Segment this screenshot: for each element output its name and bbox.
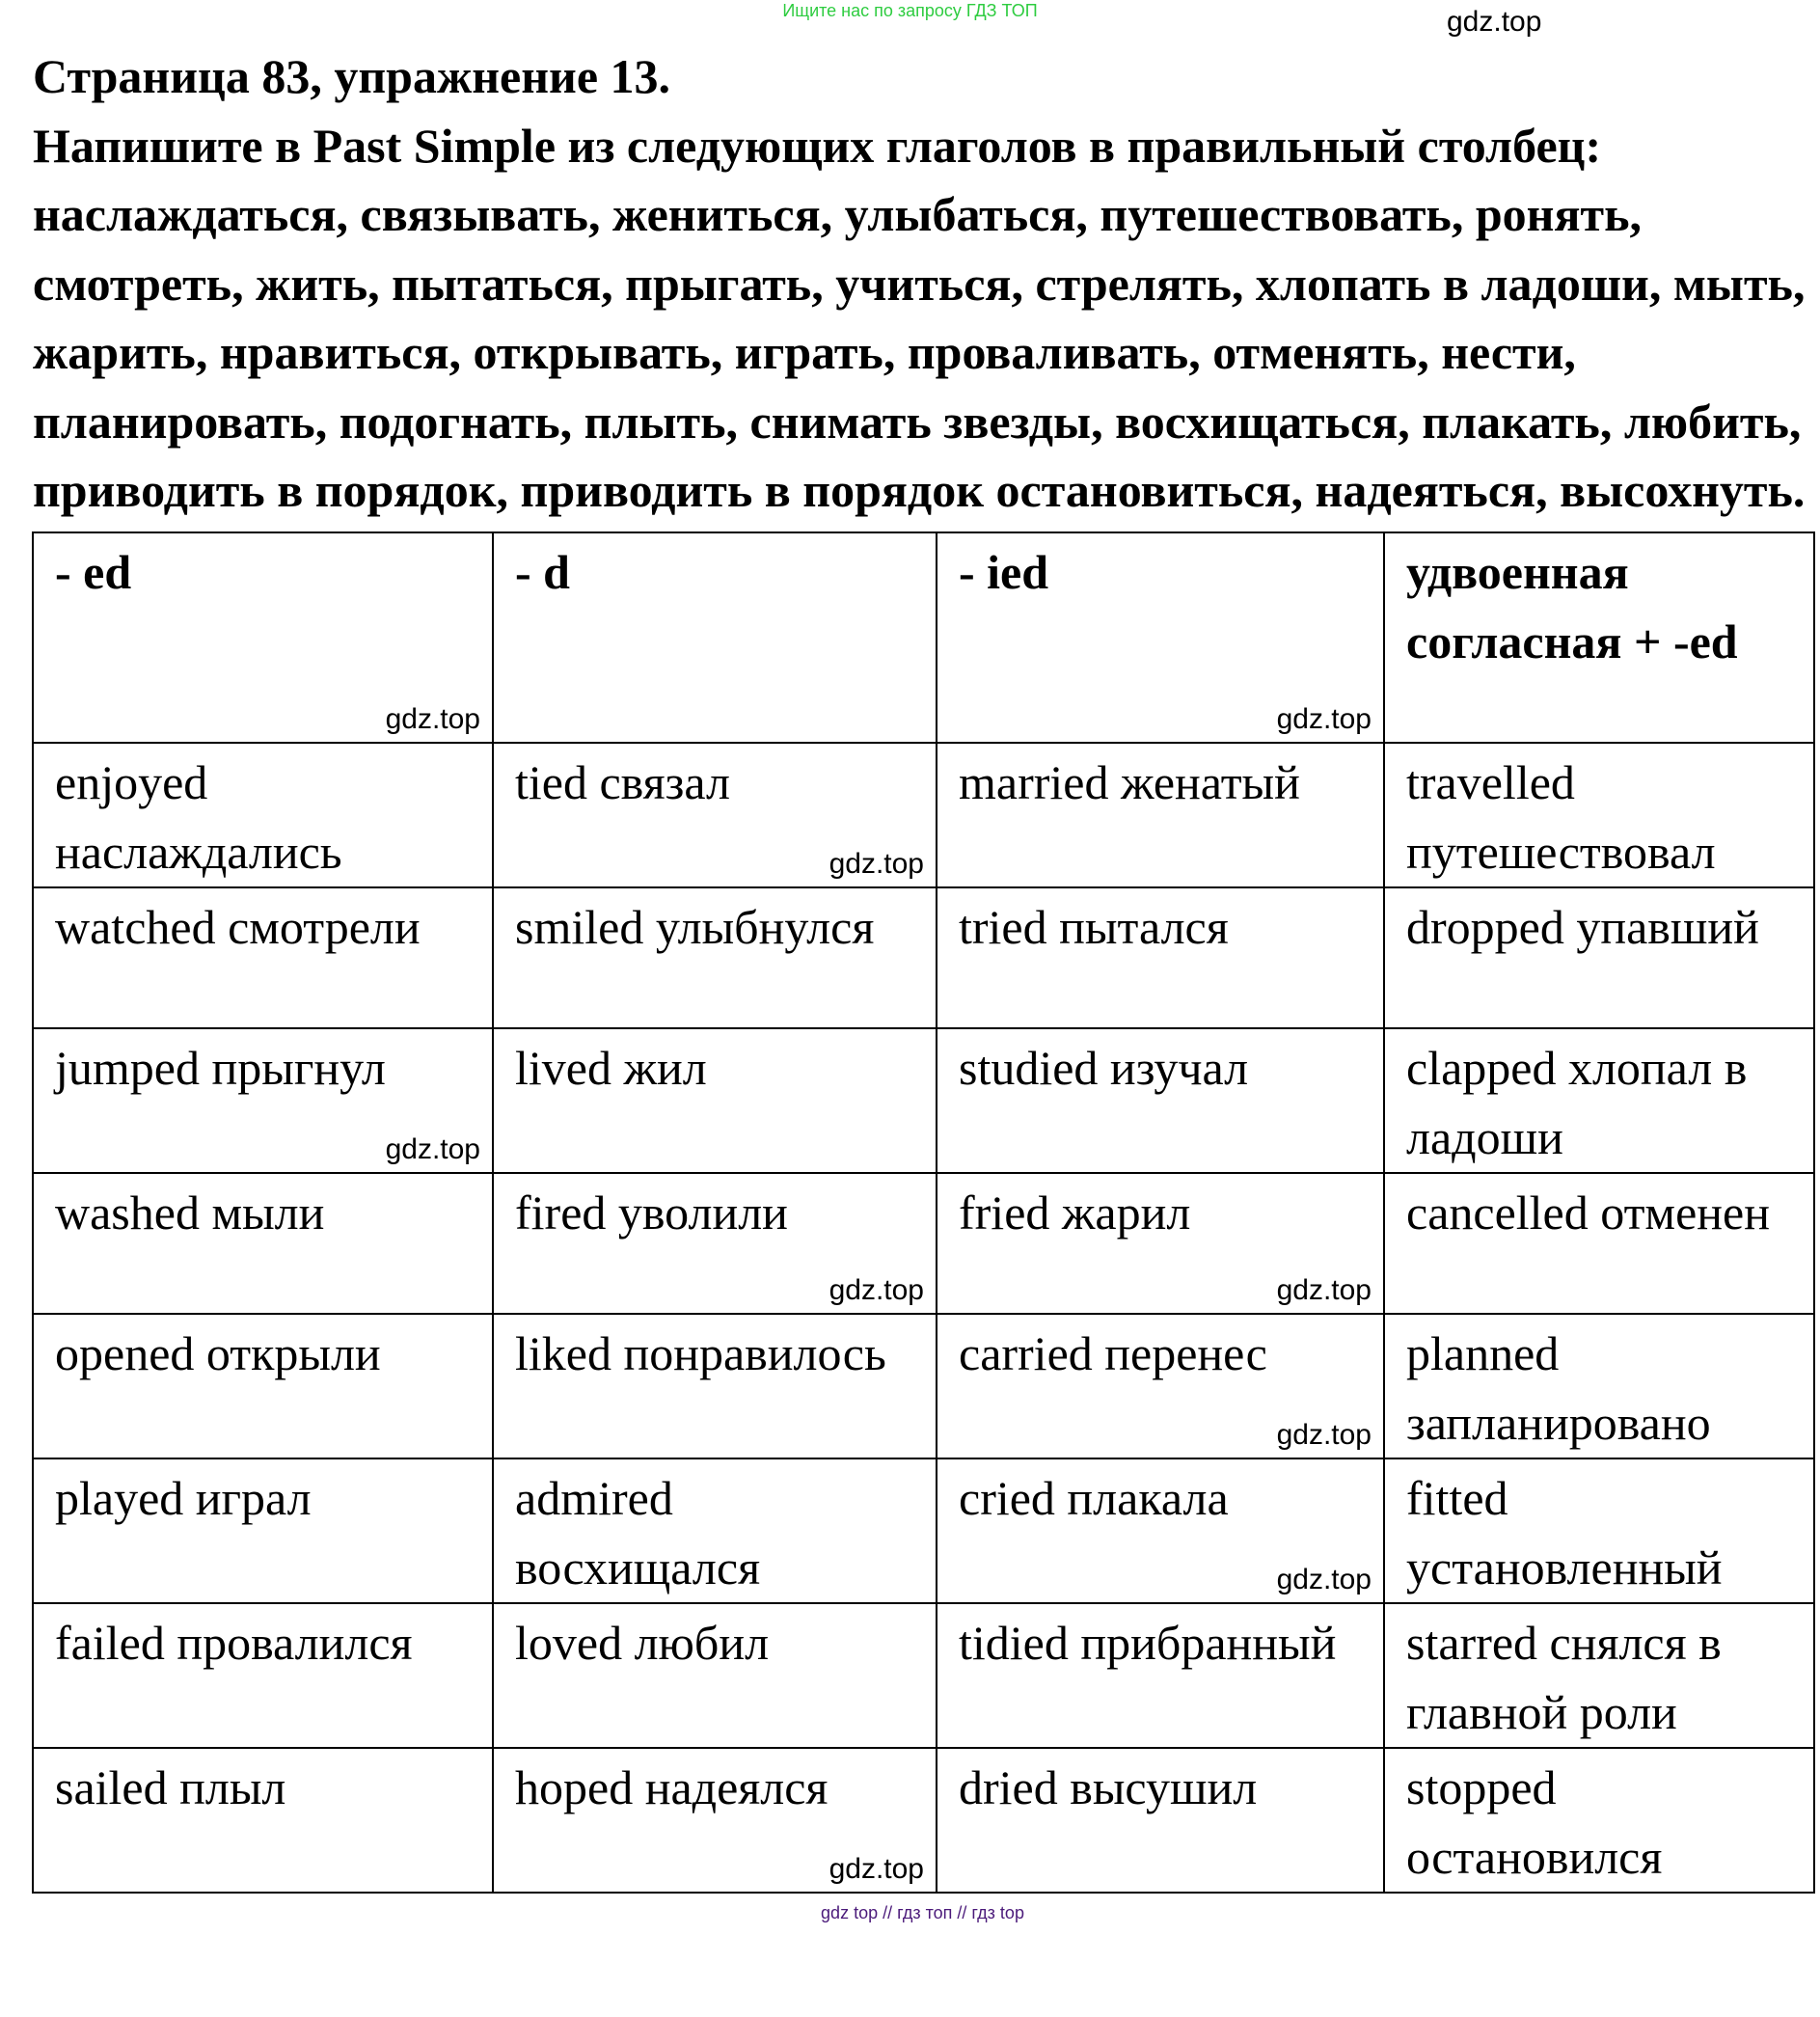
cell-text: travelled путешествовал	[1406, 754, 1716, 879]
table-cell: smiled улыбнулся	[492, 886, 937, 1029]
watermark: gdz.top	[1276, 702, 1372, 735]
table-cell: washed мыли	[32, 1171, 494, 1315]
table-row: jumped прыгнул gdz.top lived жил studied из…	[32, 1026, 1815, 1174]
table-cell: clapped хлопал в ладоши	[1383, 1026, 1815, 1174]
cell-text: planned запланировано	[1406, 1325, 1711, 1450]
table-cell: cancelled отменен	[1383, 1171, 1815, 1315]
exercise-heading: Страница 83, упражнение 13. Напишите в P…	[33, 42, 1813, 526]
column-header: - ied gdz.top	[936, 531, 1385, 744]
cell-text: cried плакала	[959, 1470, 1229, 1525]
table-cell: fired уволили gdz.top	[492, 1171, 937, 1315]
watermark: gdz.top	[829, 1273, 924, 1306]
cell-text: starred снялся в главной роли	[1406, 1615, 1722, 1739]
column-header-text: - ied	[959, 544, 1049, 599]
cell-text: clapped хлопал в ладоши	[1406, 1040, 1748, 1164]
table-cell: sailed плыл	[32, 1746, 494, 1894]
table-cell: married женатый	[936, 741, 1385, 888]
table-cell: tried пытался	[936, 886, 1385, 1029]
table-row: sailed плыл hoped надеялся gdz.top dried вы…	[32, 1746, 1815, 1894]
watermark: gdz.top	[1276, 1418, 1372, 1451]
cell-text: dried высушил	[959, 1759, 1258, 1814]
table-cell: admired восхищался	[492, 1457, 937, 1604]
content: Страница 83, упражнение 13. Напишите в P…	[32, 42, 1815, 1922]
column-header: - ed gdz.top	[32, 531, 494, 744]
table-cell: opened открыли	[32, 1312, 494, 1459]
table-cell: travelled путешествовал	[1383, 741, 1815, 888]
column-header-text: удвоенная согласная + -ed	[1406, 544, 1738, 668]
column-header-text: - d	[515, 544, 570, 599]
table-cell: dried высушил	[936, 1746, 1385, 1894]
cell-text: opened открыли	[55, 1325, 381, 1380]
cell-text: liked понравилось	[515, 1325, 886, 1380]
table-cell: lived жил	[492, 1026, 937, 1174]
cell-text: loved любил	[515, 1615, 770, 1670]
table-row: failed провалился loved любил tidied прибр…	[32, 1601, 1815, 1749]
cell-text: fitted установленный	[1406, 1470, 1723, 1595]
cell-text: watched смотрели	[55, 899, 421, 954]
top-note: Ищите нас по запросу ГДЗ ТОП	[782, 1, 1038, 20]
cell-text: jumped прыгнул	[55, 1040, 386, 1095]
cell-text: washed мыли	[55, 1185, 325, 1240]
watermark: gdz.top	[385, 702, 480, 735]
table-cell: fitted установленный	[1383, 1457, 1815, 1604]
cell-text: tried пытался	[959, 899, 1229, 954]
cell-text: enjoyed наслаждались	[55, 754, 342, 879]
table-cell: tied связал gdz.top	[492, 741, 937, 888]
table-cell: jumped прыгнул gdz.top	[32, 1026, 494, 1174]
watermark: gdz.top	[829, 847, 924, 880]
table-header-row: - ed gdz.top - d - ied gdz.top удвоенная согл…	[32, 531, 1815, 744]
watermark: gdz.top	[1276, 1563, 1372, 1595]
cell-text: fried жарил	[959, 1185, 1191, 1240]
table-cell: tidied прибранный	[936, 1601, 1385, 1749]
cell-text: fired уволили	[515, 1185, 788, 1240]
page-title: Страница 83, упражнение 13.	[33, 49, 671, 103]
table-row: enjoyed наслаждались tied связал gdz.top ma…	[32, 741, 1815, 888]
table-cell: fried жарил gdz.top	[936, 1171, 1385, 1315]
watermark: gdz.top	[1276, 1273, 1372, 1306]
table-cell: hoped надеялся gdz.top	[492, 1746, 937, 1894]
table-cell: cried плакала gdz.top	[936, 1457, 1385, 1604]
column-header: - d	[492, 531, 937, 744]
cell-text: carried перенес	[959, 1325, 1267, 1380]
cell-text: failed провалился	[55, 1615, 413, 1670]
table-row: opened открыли liked понравилось carried п…	[32, 1312, 1815, 1459]
cell-text: tidied прибранный	[959, 1615, 1337, 1670]
verbs-table: - ed gdz.top - d - ied gdz.top удвоенная согл…	[32, 531, 1815, 1894]
table-cell: enjoyed наслаждались	[32, 741, 494, 888]
cell-text: tied связал	[515, 754, 730, 809]
table-cell: studied изучал	[936, 1026, 1385, 1174]
table-cell: dropped упавший	[1383, 886, 1815, 1029]
column-header: удвоенная согласная + -ed	[1383, 531, 1815, 744]
bottom-note: gdz top // гдз топ // гдз top	[821, 1902, 1024, 1922]
cell-text: sailed плыл	[55, 1759, 286, 1814]
cell-text: studied изучал	[959, 1040, 1249, 1095]
table-cell: watched смотрели	[32, 886, 494, 1029]
table-cell: loved любил	[492, 1601, 937, 1749]
table-cell: liked понравилось	[492, 1312, 937, 1459]
watermark: gdz.top	[385, 1132, 480, 1165]
cell-text: played играл	[55, 1470, 312, 1525]
cell-text: smiled улыбнулся	[515, 899, 875, 954]
watermark: gdz.top	[829, 1852, 924, 1885]
cell-text: admired восхищался	[515, 1470, 761, 1595]
table-row: played играл admired восхищался cried плак…	[32, 1457, 1815, 1604]
cell-text: dropped упавший	[1406, 899, 1759, 954]
watermark: gdz.top	[1447, 6, 1542, 38]
table-cell: carried перенес gdz.top	[936, 1312, 1385, 1459]
table-cell: played играл	[32, 1457, 494, 1604]
cell-text: stopped остановился	[1406, 1759, 1663, 1884]
cell-text: hoped надеялся	[515, 1759, 829, 1814]
table-cell: failed провалился	[32, 1601, 494, 1749]
task-text: Напишите в Past Simple из следующих глаг…	[33, 118, 1806, 518]
table-row: washed мыли fired уволили gdz.top fried жар…	[32, 1171, 1815, 1315]
table-cell: starred снялся в главной роли	[1383, 1601, 1815, 1749]
column-header-text: - ed	[55, 544, 132, 599]
cell-text: lived жил	[515, 1040, 707, 1095]
cell-text: married женатый	[959, 754, 1300, 809]
table-cell: planned запланировано	[1383, 1312, 1815, 1459]
cell-text: cancelled отменен	[1406, 1185, 1770, 1240]
table-cell: stopped остановился	[1383, 1746, 1815, 1894]
table-row: watched смотрели smiled улыбнулся tried пы…	[32, 886, 1815, 1029]
